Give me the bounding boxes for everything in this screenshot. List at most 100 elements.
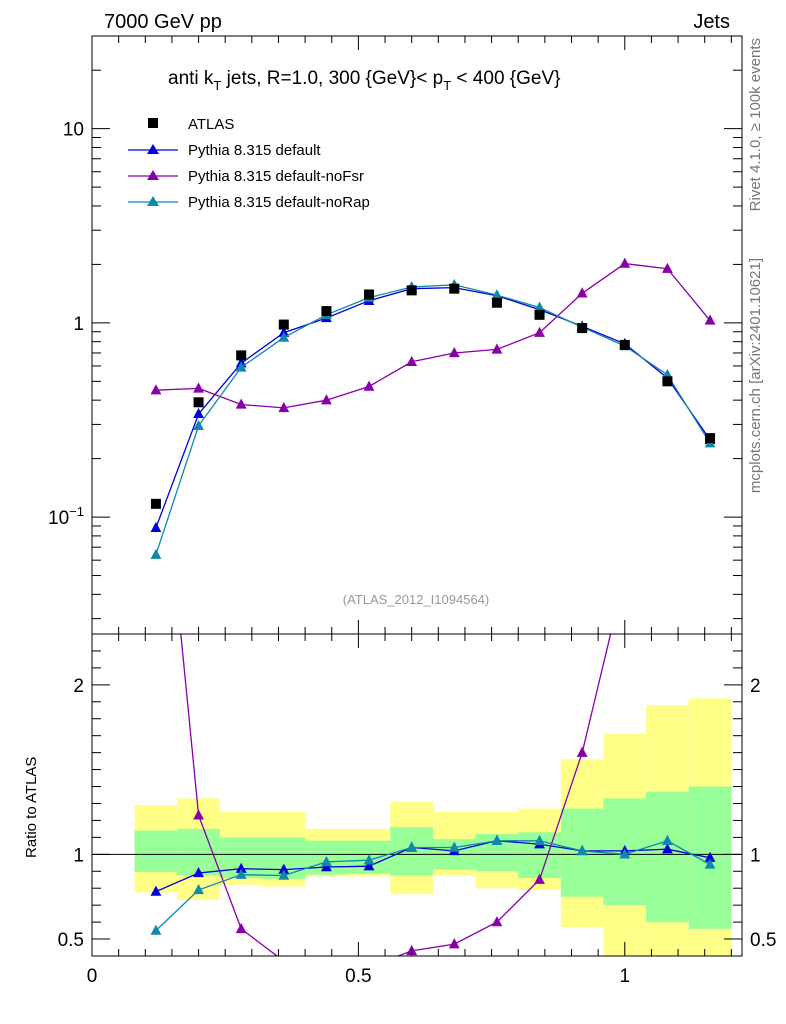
legend-marker-norap	[147, 196, 159, 206]
atlas-data-point	[150, 498, 161, 509]
legend-label-default: Pythia 8.315 default	[188, 142, 321, 159]
series-point-norap	[534, 301, 545, 312]
series-point-nofsr	[278, 401, 290, 413]
ratio-y-tick-label-right: 1	[750, 845, 761, 866]
ratio-plot-panel: 0.5 0.5 1 1 2 2 Ratio to ATLAS	[23, 633, 776, 968]
atlas-data-point	[577, 323, 588, 334]
series-line-default	[155, 286, 711, 529]
ratio-y-tick-label: 1	[73, 845, 84, 866]
series-line-norap	[155, 284, 711, 555]
legend-marker-default	[147, 144, 159, 154]
series-point-default	[150, 521, 162, 533]
ratio-y-tick-label-right: 2	[750, 676, 761, 697]
atlas-data-point	[321, 306, 332, 317]
mcplots-label: mcplots.cern.ch [arXiv:2401.10621]	[747, 258, 764, 493]
series-point-default	[193, 407, 204, 419]
x-tick-label: 1	[619, 966, 630, 987]
series-point-nofsr	[534, 326, 545, 337]
y-tick-label: 10	[63, 120, 84, 141]
header-left-label: 7000 GeV pp	[104, 11, 222, 33]
series-point-nofsr	[619, 257, 631, 268]
ratio-point-nofsr	[576, 746, 588, 757]
series-point-nofsr	[576, 287, 588, 298]
ratio-point-norap	[363, 854, 375, 865]
series-point-nofsr	[662, 262, 673, 273]
ratio-point-default	[704, 851, 716, 862]
analysis-label: (ATLAS_2012_I1094564)	[343, 592, 489, 607]
ratio-band-inner	[646, 791, 689, 923]
legend-marker-atlas	[148, 118, 158, 128]
ratio-band-inner	[134, 830, 178, 873]
ratio-point-nofsr	[193, 809, 204, 820]
ratio-point-norap	[619, 848, 631, 859]
atlas-data-point	[619, 339, 630, 350]
series-point-nofsr	[406, 355, 418, 367]
ratio-point-norap	[662, 834, 673, 845]
ratio-y-tick-label-right: 0.5	[750, 930, 776, 951]
series-point-nofsr	[193, 382, 204, 393]
ratio-point-norap	[534, 834, 545, 845]
ratio-point-default	[662, 843, 673, 854]
atlas-data-point	[193, 397, 204, 408]
legend-label-atlas: ATLAS	[188, 116, 234, 133]
ratio-point-nofsr	[491, 916, 503, 927]
ratio-point-norap	[193, 883, 204, 895]
ratio-point-norap	[406, 841, 418, 852]
atlas-data-point	[705, 433, 716, 444]
atlas-data-point	[364, 289, 375, 300]
title-sub-a: T	[213, 78, 221, 93]
series-point-norap	[235, 361, 247, 372]
series-point-nofsr	[363, 380, 375, 391]
legend-label-norap: Pythia 8.315 default-noRap	[188, 194, 370, 211]
ratio-axis-label: Ratio to ATLAS	[23, 757, 40, 858]
series-line-nofsr	[155, 262, 711, 409]
y-tick-label: 10−1	[48, 504, 84, 529]
series-point-norap	[491, 289, 503, 300]
ratio-point-norap	[235, 868, 247, 879]
series-point-nofsr	[321, 394, 332, 405]
ratio-point-norap	[150, 924, 162, 935]
ratio-point-norap	[491, 834, 503, 845]
series-point-norap	[278, 331, 290, 342]
atlas-data-point	[534, 309, 545, 320]
x-tick-label: 0.5	[345, 966, 371, 987]
title-sub-b: T	[443, 78, 451, 93]
ratio-point-nofsr	[534, 873, 545, 884]
ratio-y-tick-label: 2	[73, 676, 84, 697]
y-tick-label: 1	[73, 314, 84, 335]
title-part-a: anti k	[168, 68, 214, 89]
ratio-point-norap	[704, 858, 716, 869]
atlas-data-point	[491, 297, 502, 308]
ratio-line-default	[155, 840, 711, 893]
rivet-label: Rivet 4.1.0, ≥ 100k events	[747, 38, 764, 211]
series-point-norap	[150, 548, 162, 559]
ratio-point-norap	[278, 869, 290, 880]
chart-title: anti kT jets, R=1.0, 300 {GeV}< pT < 400…	[168, 68, 561, 93]
ratio-point-nofsr	[448, 938, 460, 949]
ratio-point-nofsr	[321, 958, 332, 968]
series-point-nofsr	[448, 346, 460, 358]
atlas-data-point	[406, 285, 417, 296]
ratio-y-tick-label: 0.5	[58, 930, 84, 951]
ratio-point-norap	[321, 855, 332, 867]
ratio-point-default	[193, 866, 204, 878]
ratio-point-norap	[576, 844, 588, 856]
series-point-norap	[193, 419, 204, 431]
atlas-data-point	[236, 350, 247, 361]
ratio-point-default	[278, 863, 290, 874]
ratio-line-norap	[155, 840, 711, 932]
title-part-b: jets, R=1.0, 300 {GeV}< p	[221, 68, 443, 89]
ratio-point-default	[150, 885, 162, 896]
ratio-point-default	[363, 860, 375, 871]
legend-marker-nofsr	[147, 170, 159, 180]
legend: ATLAS Pythia 8.315 default Pythia 8.315 …	[128, 116, 370, 211]
series-point-nofsr	[704, 314, 716, 325]
atlas-data-point	[449, 283, 460, 294]
legend-label-nofsr: Pythia 8.315 default-noFsr	[188, 168, 364, 185]
atlas-data-point	[662, 376, 673, 387]
series-point-nofsr	[150, 384, 162, 395]
header-right-label: Jets	[693, 11, 730, 33]
atlas-data-point	[278, 319, 289, 330]
